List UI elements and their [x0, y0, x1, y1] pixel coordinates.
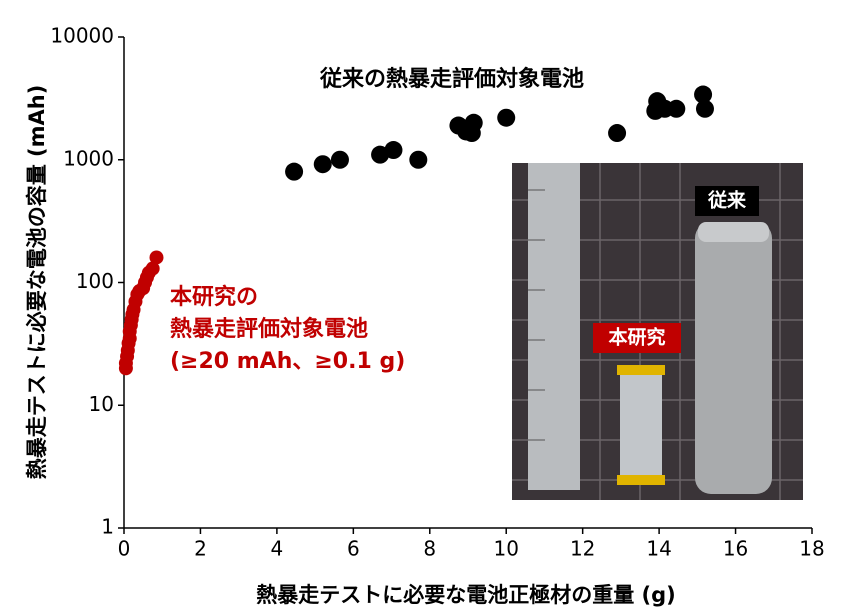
point — [608, 124, 627, 143]
point — [313, 155, 332, 174]
annotation: 従来の熱暴走評価対象電池 — [319, 66, 584, 92]
x-tick-label: 10 — [493, 537, 518, 561]
annotation: 本研究の — [170, 284, 258, 310]
x-tick-label: 8 — [423, 537, 436, 561]
x-tick-label: 18 — [799, 537, 824, 561]
point — [285, 162, 304, 181]
x-tick-label: 6 — [347, 537, 360, 561]
point — [694, 85, 713, 104]
point — [462, 124, 481, 143]
photo-label: 従来 — [707, 189, 746, 212]
y-axis-title: 熱暴走テストに必要な電池の容量 (mAh) — [25, 85, 49, 480]
point — [149, 250, 164, 265]
x-tick-label: 2 — [194, 537, 207, 561]
point — [409, 150, 428, 169]
inset-photo: 従来 本研究 — [512, 163, 803, 500]
point — [497, 108, 516, 127]
point — [145, 261, 160, 276]
annotation: 熱暴走評価対象電池 — [170, 316, 368, 342]
annotation: (≥20 mAh、≥0.1 g) — [170, 349, 405, 374]
x-tick-label: 0 — [118, 537, 131, 561]
x-tick-label: 14 — [646, 537, 671, 561]
y-tick-label: 1 — [101, 515, 114, 539]
y-tick-label: 10000 — [50, 24, 114, 48]
photo-label: 本研究 — [608, 326, 665, 349]
point — [695, 99, 714, 118]
x-tick-label: 12 — [570, 537, 595, 561]
point — [384, 141, 403, 160]
x-tick-label: 4 — [271, 537, 284, 561]
x-tick-label: 16 — [723, 537, 748, 561]
x-axis-title: 熱暴走テストに必要な電池正極材の重量 (g) — [256, 583, 676, 607]
y-tick-label: 1000 — [63, 146, 114, 170]
y-tick-label: 100 — [76, 269, 114, 293]
y-tick-label: 10 — [89, 392, 114, 416]
point — [667, 99, 686, 118]
point — [330, 150, 349, 169]
